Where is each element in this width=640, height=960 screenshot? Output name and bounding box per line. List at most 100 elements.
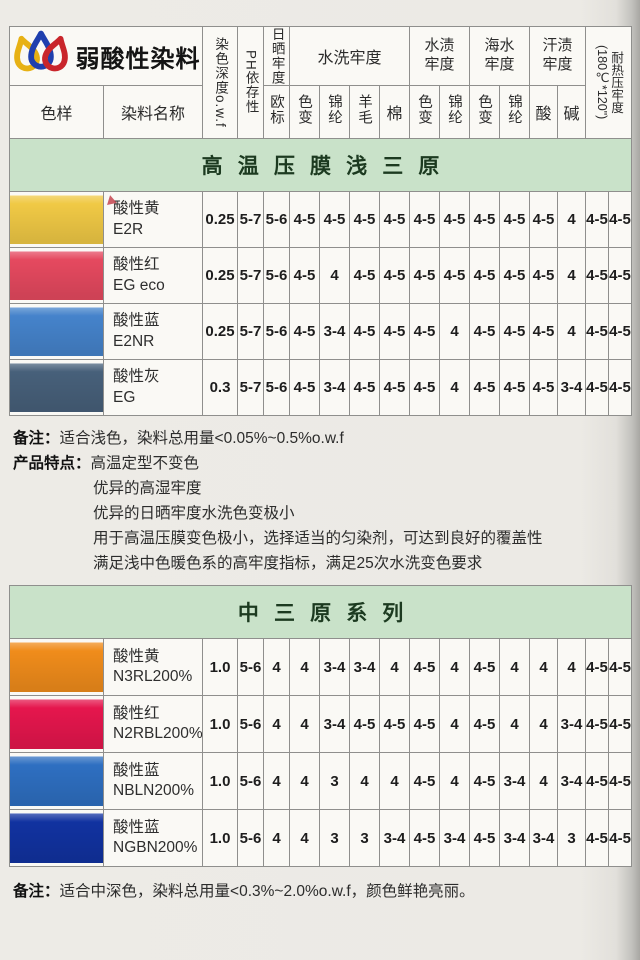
fastness-value: 4-5	[608, 359, 633, 416]
fastness-value: 0.25	[202, 303, 238, 360]
color-swatch	[10, 699, 103, 749]
subcol-sweat-acid: 酸	[529, 85, 559, 139]
fastness-value: 4-5	[349, 695, 380, 753]
dye-row: 酸性黄 E2R 0.25 5-7 5-6 4-5 4-5 4-5 4-5 4-5 4-5 4-5 4-5…	[9, 191, 633, 248]
dye-name-cn: 酸性蓝	[113, 312, 160, 330]
fastness-value: 4-5	[469, 638, 500, 696]
dye-row: 酸性蓝 NBLN200% 1.0 5-6 4 4 3 4 4 4-5 4 4-5 3-4 4 3-4 4-5 4…	[9, 752, 633, 810]
dye-fastness-table-2: 中三原系列 酸性黄 N3RL200% 1.0 5-6 4 4 3-4 3-4 4 4-5 4 4-5 4…	[8, 585, 633, 867]
dye-name-cn: 酸性黄	[113, 200, 160, 218]
fastness-value: 3-4	[557, 359, 587, 416]
fastness-value: 4-5	[349, 247, 380, 304]
dye-code: NGBN200%	[113, 839, 198, 856]
color-swatch	[10, 756, 103, 806]
fastness-value: 5-6	[237, 638, 264, 696]
fastness-value: 4-5	[499, 191, 531, 248]
fastness-value: 4-5	[607, 752, 633, 810]
col-header-sample: 色样	[9, 85, 104, 139]
col-header-washing: 水洗牢度	[288, 26, 411, 86]
fastness-value: 4-5	[289, 191, 320, 248]
fastness-value: 5-6	[237, 752, 264, 810]
fastness-value: 4-5	[469, 359, 501, 416]
color-swatch-cell	[9, 752, 104, 810]
fastness-value: 3-4	[529, 809, 558, 867]
fastness-value: 4	[557, 191, 587, 248]
dye-name-cn: 酸性蓝	[113, 761, 160, 779]
fastness-value: 4-5	[378, 191, 411, 248]
dye-code: E2R	[113, 220, 144, 238]
brand-logo-cell: 弱酸性染料	[9, 26, 203, 86]
fastness-value: 0.25	[202, 191, 238, 248]
fastness-value: 4-5	[378, 303, 411, 360]
color-swatch-cell	[9, 303, 104, 360]
fastness-value: 4	[529, 695, 558, 753]
color-swatch	[10, 363, 103, 412]
fastness-value: 4-5	[529, 247, 559, 304]
features-line: 产品特点：高温定型不变色	[13, 451, 623, 476]
col-header-seawater: 海水牢度	[469, 26, 531, 86]
fastness-value: 3-4	[557, 695, 586, 753]
fastness-value: 4	[499, 638, 530, 696]
fastness-value: 5-6	[237, 695, 264, 753]
fastness-value: 4-5	[409, 752, 440, 810]
fastness-value: 4-5	[607, 809, 633, 867]
fastness-value: 3	[319, 809, 350, 867]
dye-name-cell: 酸性黄 N3RL200%	[103, 638, 203, 696]
section2-banner: 中三原系列	[8, 585, 633, 639]
fastness-value: 4-5	[607, 638, 633, 696]
fastness-value: 3-4	[379, 809, 410, 867]
heatpress-title: 耐热压牢度	[609, 51, 624, 114]
features-label: 产品特点：	[13, 455, 91, 472]
dye-row: 酸性红 N2RBL200% 1.0 5-6 4 4 3-4 4-5 4-5 4-5 4 4-5 4 4 3-…	[9, 695, 633, 753]
fastness-value: 4	[349, 752, 380, 810]
fastness-value: 4	[289, 638, 320, 696]
fastness-value: 0.3	[202, 359, 238, 416]
fastness-value: 4-5	[499, 303, 531, 360]
color-swatch-cell	[9, 809, 104, 867]
fastness-value: 4-5	[319, 191, 350, 248]
fastness-value: 4-5	[409, 303, 441, 360]
fastness-value: 4-5	[499, 247, 531, 304]
fastness-value: 3-4	[499, 752, 530, 810]
fastness-value: 3-4	[557, 752, 586, 810]
fastness-value: 5-7	[237, 303, 264, 360]
fastness-value: 4-5	[585, 695, 609, 753]
note-text: 适合浅色，染料总用量<0.05%~0.5%o.w.f	[59, 430, 344, 447]
color-swatch-cell	[9, 638, 104, 696]
subcol-water-nylon: 锦纶	[439, 85, 471, 139]
fastness-value: 4	[289, 809, 320, 867]
fastness-value: 4-5	[469, 752, 500, 810]
subcol-water-shade: 色变	[409, 85, 441, 139]
fastness-value: 4-5	[378, 247, 411, 304]
dye-name-cell: 酸性蓝 NBLN200%	[103, 752, 203, 810]
fastness-value: 4	[557, 247, 587, 304]
fastness-value: 3-4	[319, 695, 350, 753]
fastness-value: 4-5	[585, 809, 609, 867]
fastness-value: 4-5	[608, 191, 633, 248]
fastness-value: 3	[349, 809, 380, 867]
fastness-value: 4-5	[469, 247, 501, 304]
fastness-value: 3-4	[499, 809, 530, 867]
fastness-value: 4-5	[379, 695, 410, 753]
dye-name-cn: 酸性灰	[113, 368, 160, 386]
fastness-value: 4-5	[409, 695, 440, 753]
dye-code: N2RBL200%	[113, 725, 203, 742]
color-swatch	[10, 307, 103, 356]
fastness-value: 4	[289, 695, 320, 753]
dye-row: 酸性红 EG eco 0.25 5-7 5-6 4-5 4 4-5 4-5 4-5 4-5 4-5 4-…	[9, 247, 633, 304]
fastness-value: 5-6	[263, 303, 290, 360]
fastness-value: 4-5	[585, 752, 609, 810]
subcol-sea-nylon: 锦纶	[499, 85, 531, 139]
col-header-depth: 染色深度o.w.f	[202, 26, 238, 139]
fastness-value: 5-7	[237, 191, 264, 248]
dye-row: 酸性蓝 NGBN200% 1.0 5-6 4 4 3 3 3-4 4-5 3-4 4-5 3-4 3-4 3…	[9, 809, 633, 867]
color-swatch-cell	[9, 695, 104, 753]
fastness-value: 4-5	[439, 247, 471, 304]
dye-name-cell: 酸性灰 EG	[103, 359, 203, 416]
subcol-wash-shade: 色变	[289, 85, 320, 139]
fastness-value: 1.0	[202, 638, 238, 696]
dye-name-cell: 酸性红 EG eco	[103, 247, 203, 304]
fastness-value: 3	[319, 752, 350, 810]
fastness-value: 4	[439, 695, 470, 753]
feature-item: 用于高温压膜变色极小，选择适当的匀染剂，可达到良好的覆盖性	[93, 530, 543, 547]
